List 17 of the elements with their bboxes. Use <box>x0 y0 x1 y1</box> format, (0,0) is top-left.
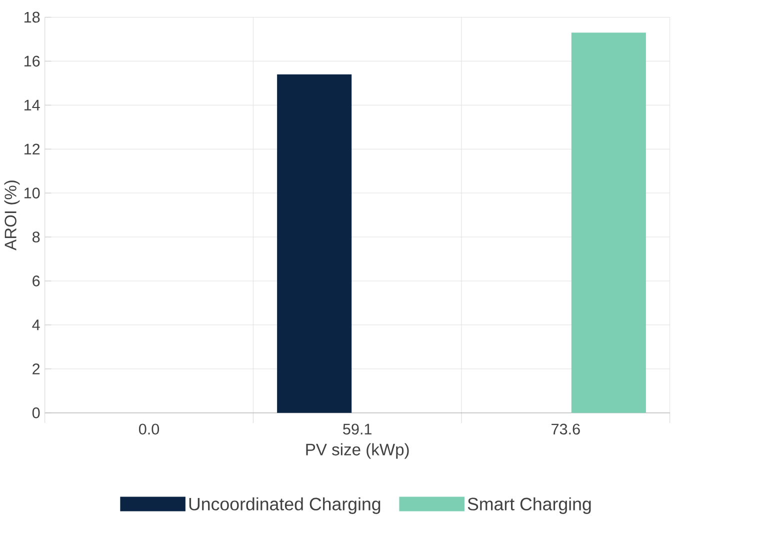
y-tick-label: 8 <box>32 232 40 242</box>
y-tick-label: 18 <box>24 12 40 23</box>
y-tick-label: 2 <box>32 363 40 374</box>
x-tick-label: 59.1 <box>343 424 372 434</box>
y-tick-label: 4 <box>32 320 40 330</box>
y-tick-label: 12 <box>24 144 40 154</box>
y-tick-label: 14 <box>24 100 40 110</box>
y-tick-label: 16 <box>24 56 40 67</box>
x-tick-label: 73.6 <box>552 424 580 434</box>
y-tick-label: 0 <box>32 407 40 418</box>
legend-label: Uncoordinated Charging <box>189 497 380 514</box>
y-tick-label: 6 <box>32 275 40 286</box>
legend-label: Smart Charging <box>468 497 591 514</box>
y-axis-title: AROI (%) <box>4 180 20 250</box>
y-tick-label: 10 <box>24 188 40 198</box>
x-tick-label: 0.0 <box>138 424 160 434</box>
x-axis-title: PV size (kWp) <box>306 443 409 459</box>
